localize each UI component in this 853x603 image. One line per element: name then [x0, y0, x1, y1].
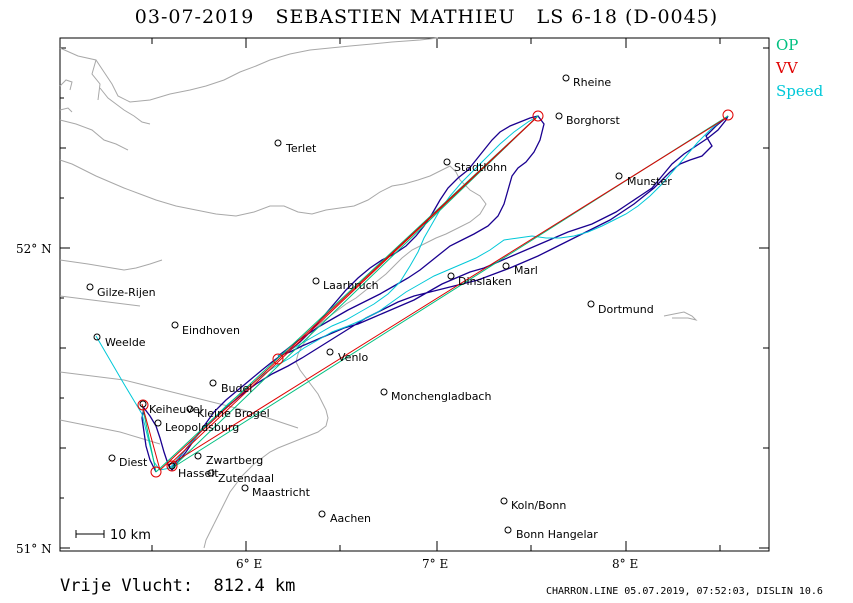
place-laarbruch: Laarbruch: [323, 279, 379, 292]
place-monchengladbach: Monchengladbach: [391, 390, 491, 403]
place-budel: Budel: [221, 382, 252, 395]
place-dortmund: Dortmund: [598, 303, 654, 316]
free-flight-distance: Vrije Vlucht: 812.4 km: [60, 576, 296, 596]
place-kleine-brogel: Kleine Brogel: [197, 407, 270, 420]
axis-ticks: [60, 38, 769, 551]
place-zwartberg: Zwartberg: [206, 454, 263, 467]
place-bonn-hangelar: Bonn Hangelar: [516, 528, 598, 541]
map-title: 03-07-2019 SEBASTIEN MATHIEU LS 6-18 (D-…: [134, 6, 719, 28]
place-terlet: Terlet: [285, 142, 317, 155]
x-tick-8e: 8° E: [612, 557, 638, 571]
place-diest: Diest: [119, 456, 148, 469]
task-legs: [141, 115, 729, 473]
legend-speed: Speed: [776, 82, 824, 100]
place-marl: Marl: [514, 264, 538, 277]
place-borghorst: Borghorst: [566, 114, 621, 127]
x-tick-7e: 7° E: [422, 557, 448, 571]
place-gilze-rijen: Gilze-Rijen: [97, 286, 156, 299]
country-borders: [59, 37, 698, 549]
place-maastricht: Maastricht: [252, 486, 311, 499]
place-koln-bonn: Koln/Bonn: [511, 499, 566, 512]
place-munster: Munster: [627, 175, 672, 188]
place-labels: Rheine Borghorst Terlet Stadtlohn Munste…: [97, 76, 672, 541]
place-rheine: Rheine: [573, 76, 611, 89]
place-stadtlohn: Stadtlohn: [454, 161, 507, 174]
place-eindhoven: Eindhoven: [182, 324, 240, 337]
turnpoint-markers: [137, 109, 734, 478]
map-frame: [59, 37, 770, 552]
place-markers: [86, 74, 623, 534]
legend-vv: VV: [776, 59, 798, 77]
speed-track: [95, 115, 729, 471]
y-tick-51n: 51° N: [16, 542, 52, 556]
y-tick-52n: 52° N: [16, 242, 52, 256]
place-venlo: Venlo: [338, 351, 368, 364]
legend: OP VV Speed: [776, 34, 823, 103]
place-leopoldsburg: Leopoldsburg: [165, 421, 239, 434]
x-tick-6e: 6° E: [236, 557, 262, 571]
place-aachen: Aachen: [330, 512, 371, 525]
place-weelde: Weelde: [105, 336, 146, 349]
place-keiheuvel: Keiheuvel: [149, 403, 203, 416]
scale-bar: 10 km: [75, 528, 151, 543]
scale-label: 10 km: [110, 528, 151, 543]
place-hasselt: Hasselt: [178, 467, 219, 480]
place-zutendaal: Zutendaal: [218, 472, 274, 485]
place-dinslaken: Dinslaken: [458, 275, 512, 288]
legend-op: OP: [776, 36, 799, 54]
footer-credit: CHARRON.LINE 05.07.2019, 07:52:03, DISLI…: [546, 586, 823, 597]
